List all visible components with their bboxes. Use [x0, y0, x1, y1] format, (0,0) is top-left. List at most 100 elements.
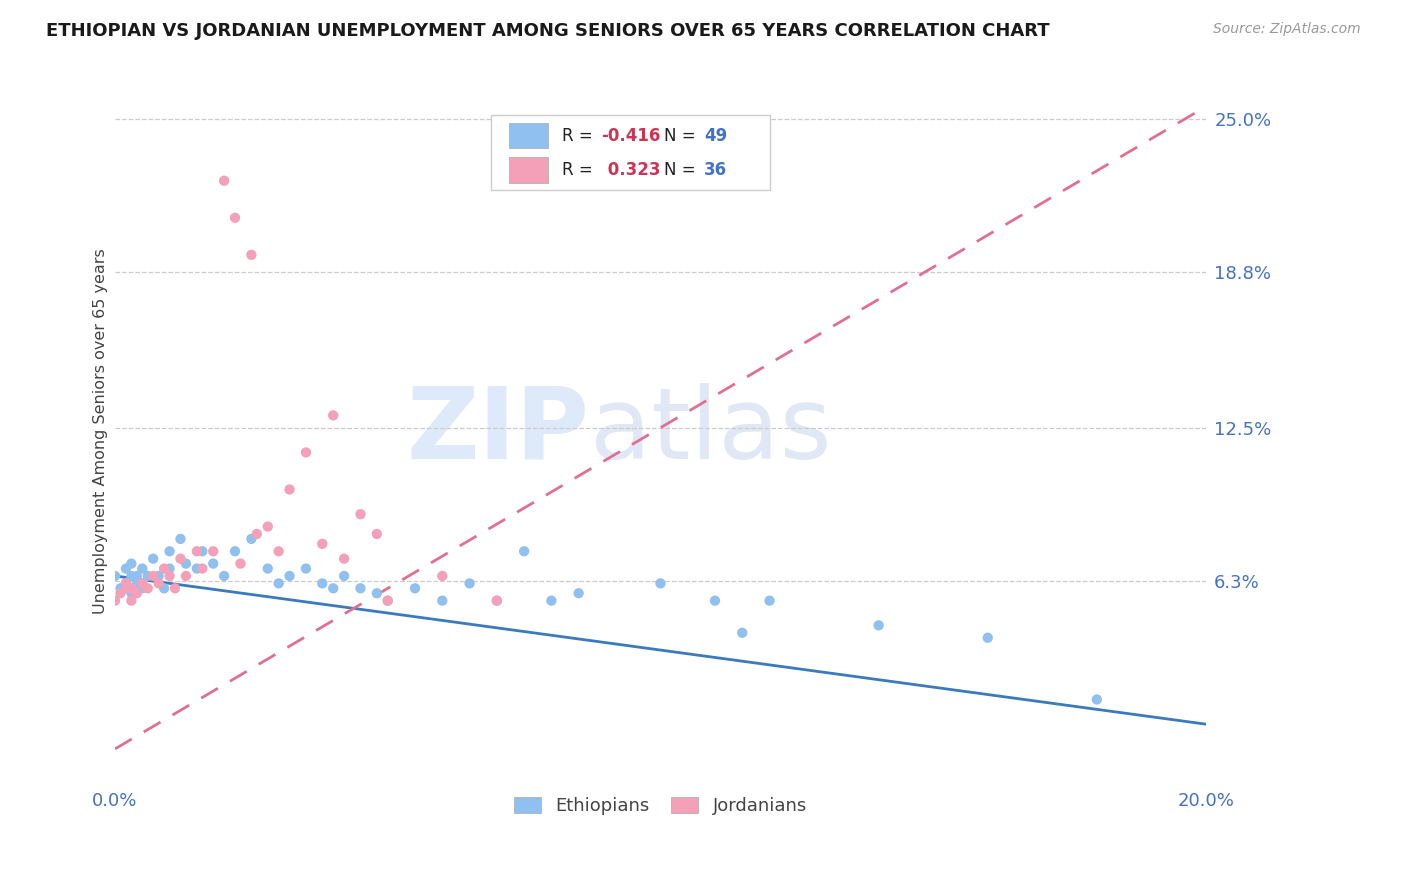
- Point: [115, 576, 138, 591]
- Point: [377, 593, 399, 607]
- Point: [115, 561, 138, 575]
- Point: [311, 576, 333, 591]
- Point: [174, 569, 197, 583]
- Point: [295, 561, 318, 575]
- Point: [110, 582, 132, 596]
- Point: [240, 248, 263, 262]
- Point: [125, 569, 148, 583]
- Point: [977, 631, 1000, 645]
- Text: R =: R =: [562, 127, 599, 145]
- Point: [240, 532, 263, 546]
- Point: [120, 569, 142, 583]
- Point: [142, 551, 165, 566]
- Point: [142, 569, 165, 583]
- Point: [110, 586, 132, 600]
- Point: [246, 527, 269, 541]
- Text: R =: R =: [562, 161, 599, 179]
- Point: [404, 582, 426, 596]
- Point: [115, 582, 138, 596]
- Point: [485, 593, 508, 607]
- Point: [159, 561, 181, 575]
- Point: [125, 576, 148, 591]
- Point: [295, 445, 318, 459]
- Point: [125, 586, 148, 600]
- Y-axis label: Unemployment Among Seniors over 65 years: Unemployment Among Seniors over 65 years: [93, 249, 108, 615]
- Point: [278, 569, 301, 583]
- Point: [322, 582, 344, 596]
- Point: [169, 551, 191, 566]
- Point: [322, 409, 344, 423]
- Point: [349, 582, 371, 596]
- Point: [267, 576, 290, 591]
- Point: [120, 582, 142, 596]
- Point: [731, 625, 754, 640]
- FancyBboxPatch shape: [509, 123, 548, 148]
- Point: [650, 576, 672, 591]
- Point: [513, 544, 536, 558]
- Point: [120, 593, 142, 607]
- Text: ETHIOPIAN VS JORDANIAN UNEMPLOYMENT AMONG SENIORS OVER 65 YEARS CORRELATION CHAR: ETHIOPIAN VS JORDANIAN UNEMPLOYMENT AMON…: [46, 22, 1050, 40]
- Point: [758, 593, 780, 607]
- Point: [458, 576, 481, 591]
- Point: [229, 557, 252, 571]
- Point: [540, 593, 562, 607]
- FancyBboxPatch shape: [509, 158, 548, 183]
- FancyBboxPatch shape: [491, 115, 769, 190]
- Point: [163, 582, 186, 596]
- Text: 49: 49: [704, 127, 727, 145]
- Point: [267, 544, 290, 558]
- Point: [366, 586, 388, 600]
- Point: [432, 569, 454, 583]
- Point: [136, 582, 159, 596]
- Point: [311, 537, 333, 551]
- Text: ZIP: ZIP: [406, 383, 589, 480]
- Point: [256, 561, 278, 575]
- Point: [186, 544, 208, 558]
- Point: [153, 561, 176, 575]
- Point: [104, 593, 127, 607]
- Point: [148, 569, 170, 583]
- Point: [485, 593, 508, 607]
- Text: -0.416: -0.416: [602, 127, 661, 145]
- Point: [432, 593, 454, 607]
- Point: [131, 582, 153, 596]
- Point: [868, 618, 890, 632]
- Point: [333, 569, 356, 583]
- Point: [120, 557, 142, 571]
- Point: [377, 593, 399, 607]
- Point: [120, 586, 142, 600]
- Point: [568, 586, 591, 600]
- Point: [224, 211, 246, 225]
- Text: 36: 36: [704, 161, 727, 179]
- Point: [349, 507, 371, 521]
- Point: [174, 557, 197, 571]
- Point: [131, 561, 153, 575]
- Point: [115, 576, 138, 591]
- Point: [136, 569, 159, 583]
- Point: [159, 544, 181, 558]
- Point: [256, 519, 278, 533]
- Point: [224, 544, 246, 558]
- Point: [153, 582, 176, 596]
- Point: [202, 544, 225, 558]
- Point: [191, 561, 214, 575]
- Point: [212, 174, 235, 188]
- Point: [186, 561, 208, 575]
- Text: N =: N =: [664, 161, 700, 179]
- Point: [704, 593, 727, 607]
- Point: [202, 557, 225, 571]
- Point: [159, 569, 181, 583]
- Point: [333, 551, 356, 566]
- Point: [278, 483, 301, 497]
- Point: [366, 527, 388, 541]
- Point: [148, 576, 170, 591]
- Point: [131, 576, 153, 591]
- Text: 0.323: 0.323: [602, 161, 659, 179]
- Point: [212, 569, 235, 583]
- Point: [191, 544, 214, 558]
- Point: [1085, 692, 1108, 706]
- Text: Source: ZipAtlas.com: Source: ZipAtlas.com: [1213, 22, 1361, 37]
- Text: atlas: atlas: [589, 383, 831, 480]
- Text: N =: N =: [664, 127, 700, 145]
- Legend: Ethiopians, Jordanians: Ethiopians, Jordanians: [505, 788, 815, 824]
